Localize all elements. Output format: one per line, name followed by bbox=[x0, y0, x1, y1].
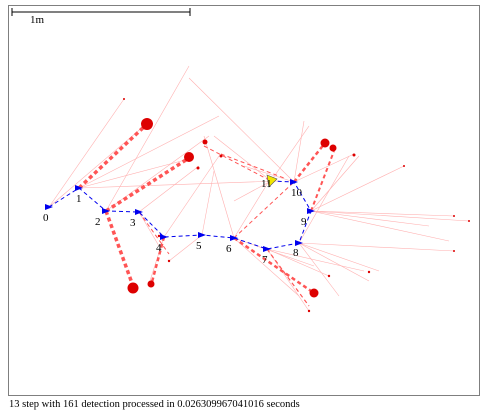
pose-label: 10 bbox=[291, 187, 303, 199]
pose-marker bbox=[230, 235, 238, 241]
pose-label: 8 bbox=[293, 247, 299, 259]
scale-bar-label: 1m bbox=[30, 14, 45, 26]
map-canvas[interactable]: 1m bbox=[8, 5, 480, 396]
pose-label: 5 bbox=[196, 240, 202, 252]
pose-label: 4 bbox=[156, 242, 162, 254]
pose-marker bbox=[307, 208, 315, 214]
pose-marker bbox=[102, 208, 110, 214]
pose-marker bbox=[160, 234, 168, 240]
trajectory: 0 1 2 3 4 5 6 7 8 9 10 11 bbox=[43, 174, 315, 266]
pose-marker bbox=[263, 246, 271, 252]
pose-label: 1 bbox=[76, 193, 82, 205]
pose-label: 2 bbox=[95, 216, 101, 228]
landmark-constraints bbox=[77, 122, 335, 307]
pose-marker bbox=[45, 204, 53, 210]
current-pose-marker bbox=[266, 174, 278, 188]
scale-bar: 1m bbox=[11, 8, 191, 26]
pose-label: 3 bbox=[130, 217, 136, 229]
pose-label: 11 bbox=[261, 178, 272, 190]
pose-label: 6 bbox=[226, 243, 232, 255]
landmarks bbox=[123, 98, 470, 313]
pose-marker bbox=[75, 185, 83, 191]
pose-marker bbox=[295, 240, 303, 246]
pose-marker bbox=[198, 232, 206, 238]
observation-rays bbox=[48, 65, 470, 312]
status-text: 13 step with 161 detection processed in … bbox=[9, 399, 300, 410]
pose-marker bbox=[290, 179, 298, 185]
pose-label: 0 bbox=[43, 212, 49, 224]
slam-map: 1m bbox=[11, 8, 470, 313]
pose-label: 7 bbox=[262, 254, 268, 266]
pose-marker bbox=[135, 209, 143, 215]
pose-label: 9 bbox=[301, 216, 307, 228]
